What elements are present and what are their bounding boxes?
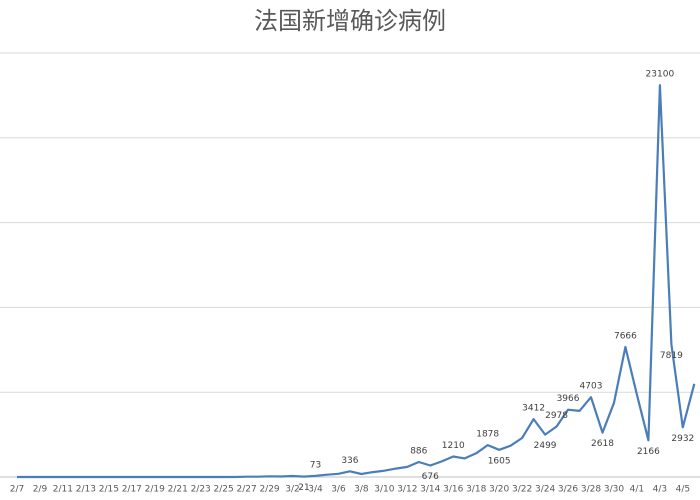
x-tick-label: 3/20 (489, 485, 509, 495)
x-tick-label: 2/27 (236, 485, 256, 495)
x-tick-label: 2/19 (145, 485, 165, 495)
data-label: 2618 (591, 439, 614, 449)
x-tick-label: 3/16 (443, 485, 463, 495)
data-label: 3412 (522, 404, 545, 414)
x-tick-label: 3/10 (374, 485, 394, 495)
x-tick-label: 4/3 (653, 485, 667, 495)
x-tick-label: 2/23 (191, 485, 211, 495)
x-tick-label: 3/12 (397, 485, 417, 495)
x-tick-label: 3/2 (285, 485, 299, 495)
data-line (17, 84, 696, 479)
data-label: 2166 (637, 447, 660, 457)
x-tick-label: 3/8 (354, 485, 369, 495)
data-label: 2978 (545, 411, 568, 421)
x-tick-label: 2/9 (33, 485, 48, 495)
x-tick-label: 3/6 (331, 485, 346, 495)
x-tick-label: 3/14 (420, 485, 440, 495)
x-tick-label: 2/7 (10, 485, 24, 495)
data-label: 1878 (476, 430, 499, 440)
data-label: 3966 (557, 394, 580, 404)
data-label: 886 (410, 446, 427, 456)
data-label: 1210 (442, 441, 465, 451)
data-label: 21 (298, 483, 309, 493)
x-tick-label: 2/29 (259, 485, 279, 495)
x-tick-label: 2/21 (168, 485, 188, 495)
x-tick-label: 4/1 (630, 485, 644, 495)
x-tick-label: 3/22 (512, 485, 532, 495)
x-tick-label: 3/30 (604, 485, 624, 495)
x-tick-label: 2/13 (76, 485, 96, 495)
data-label: 2499 (534, 441, 557, 451)
x-tick-label: 4/5 (676, 485, 690, 495)
x-tick-label: 3/24 (535, 485, 555, 495)
data-label: 2932 (671, 434, 694, 444)
x-tick-label: 2/11 (53, 485, 73, 495)
x-tick-label: 3/4 (308, 485, 323, 495)
data-label: 73 (310, 460, 321, 470)
x-tick-label: 3/26 (558, 485, 578, 495)
x-tick-label: 2/25 (214, 485, 234, 495)
data-label: 336 (341, 456, 358, 466)
x-tick-label: 3/28 (581, 485, 601, 495)
data-label: 23100 (646, 70, 675, 80)
data-label: 1605 (488, 456, 511, 466)
data-label: 7819 (660, 351, 683, 361)
data-label: 7666 (614, 331, 637, 341)
data-label: 4703 (580, 382, 603, 392)
chart-title: 法国新增确诊病例 (254, 7, 446, 35)
x-tick-label: 3/18 (466, 485, 486, 495)
x-tick-label: 2/17 (122, 485, 142, 495)
data-label: 676 (422, 472, 439, 482)
x-tick-label: 2/15 (99, 485, 119, 495)
